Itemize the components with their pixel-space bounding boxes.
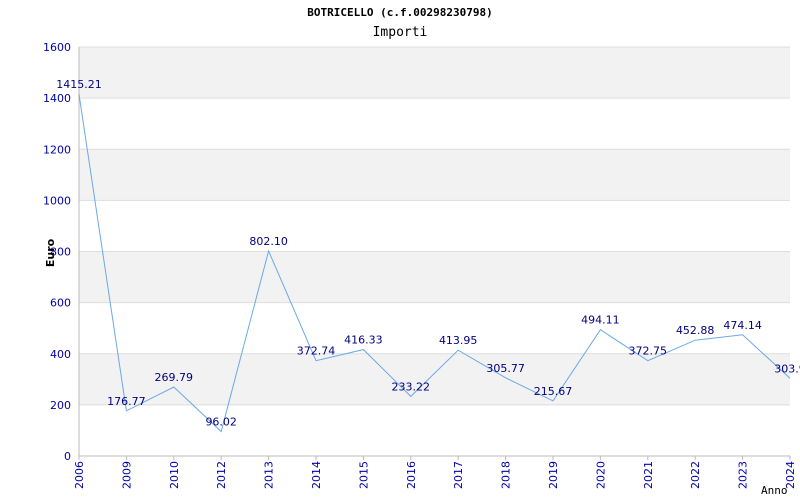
data-labels: 1415.21 176.77 269.79 96.02 802.10 372.74 416.…	[56, 78, 800, 428]
grid-band	[79, 200, 790, 252]
data-label: 303.9	[774, 362, 800, 375]
data-label: 802.10	[249, 235, 288, 248]
data-label: 305.77	[486, 362, 525, 375]
chart-subtitle: Importi	[372, 25, 428, 40]
data-label: 233.22	[392, 380, 431, 393]
data-label: 474.14	[723, 319, 762, 332]
x-tick-label: 2020	[594, 461, 607, 489]
x-tick-label: 2021	[642, 461, 655, 489]
data-label: 215.67	[534, 385, 573, 398]
data-label: 413.95	[439, 334, 478, 347]
x-tick-label: 2024	[784, 461, 797, 489]
data-label: 372.74	[297, 345, 336, 358]
grid-lines	[79, 46, 790, 457]
series-line	[78, 94, 791, 433]
data-label: 176.77	[107, 395, 146, 408]
x-tick-label: 2009	[120, 461, 133, 489]
y-tick-label: 600	[50, 297, 71, 310]
data-label: 1415.21	[56, 78, 102, 91]
data-label: 452.88	[676, 324, 715, 337]
x-tick-label: 2022	[689, 461, 702, 489]
data-label: 494.11	[581, 314, 620, 327]
grid-band	[79, 47, 790, 99]
x-tick-label: 2006	[73, 461, 86, 489]
chart-title: BOTRICELLO (c.f.00298230798)	[307, 6, 493, 19]
grid-band	[79, 98, 790, 150]
grid-band	[79, 404, 790, 456]
grid-bands	[79, 47, 790, 456]
data-label: 372.75	[629, 345, 668, 358]
x-tick-label: 2010	[168, 461, 181, 489]
y-tick-label: 1200	[43, 143, 71, 156]
x-tick-label: 2012	[215, 461, 228, 489]
x-tick-label: 2016	[405, 461, 418, 489]
x-tick-label: 2017	[452, 461, 465, 489]
grid-band	[79, 251, 790, 303]
axes	[78, 47, 790, 457]
y-tick-label: 800	[50, 246, 71, 259]
y-tick-label: 200	[50, 399, 71, 412]
grid-band	[79, 302, 790, 354]
y-ticks: 0 200 400 600 800 1000 1200 1400 1600	[43, 41, 71, 463]
data-label: 96.02	[205, 415, 237, 428]
data-label: 416.33	[344, 334, 383, 347]
y-tick-label: 1600	[43, 41, 71, 54]
x-ticks: 2006 2009 2010 2012 2013 2014 2015 2016 2017 2018…	[73, 456, 797, 489]
y-tick-label: 1000	[43, 194, 71, 207]
x-tick-label: 2014	[310, 461, 323, 489]
data-label: 269.79	[155, 371, 194, 384]
grid-band	[79, 353, 790, 405]
y-tick-label: 400	[50, 348, 71, 361]
x-tick-label: 2018	[500, 461, 513, 489]
x-tick-label: 2023	[737, 461, 750, 489]
y-tick-label: 1400	[43, 92, 71, 105]
x-tick-label: 2013	[263, 461, 276, 489]
x-tick-label: 2015	[357, 461, 370, 489]
grid-band	[79, 149, 790, 201]
y-axis-label: Euro	[44, 238, 57, 267]
x-axis-label: Anno	[761, 484, 788, 497]
y-tick-label: 0	[64, 450, 71, 463]
series-line-group	[78, 94, 791, 433]
x-tick-label: 2019	[547, 461, 560, 489]
